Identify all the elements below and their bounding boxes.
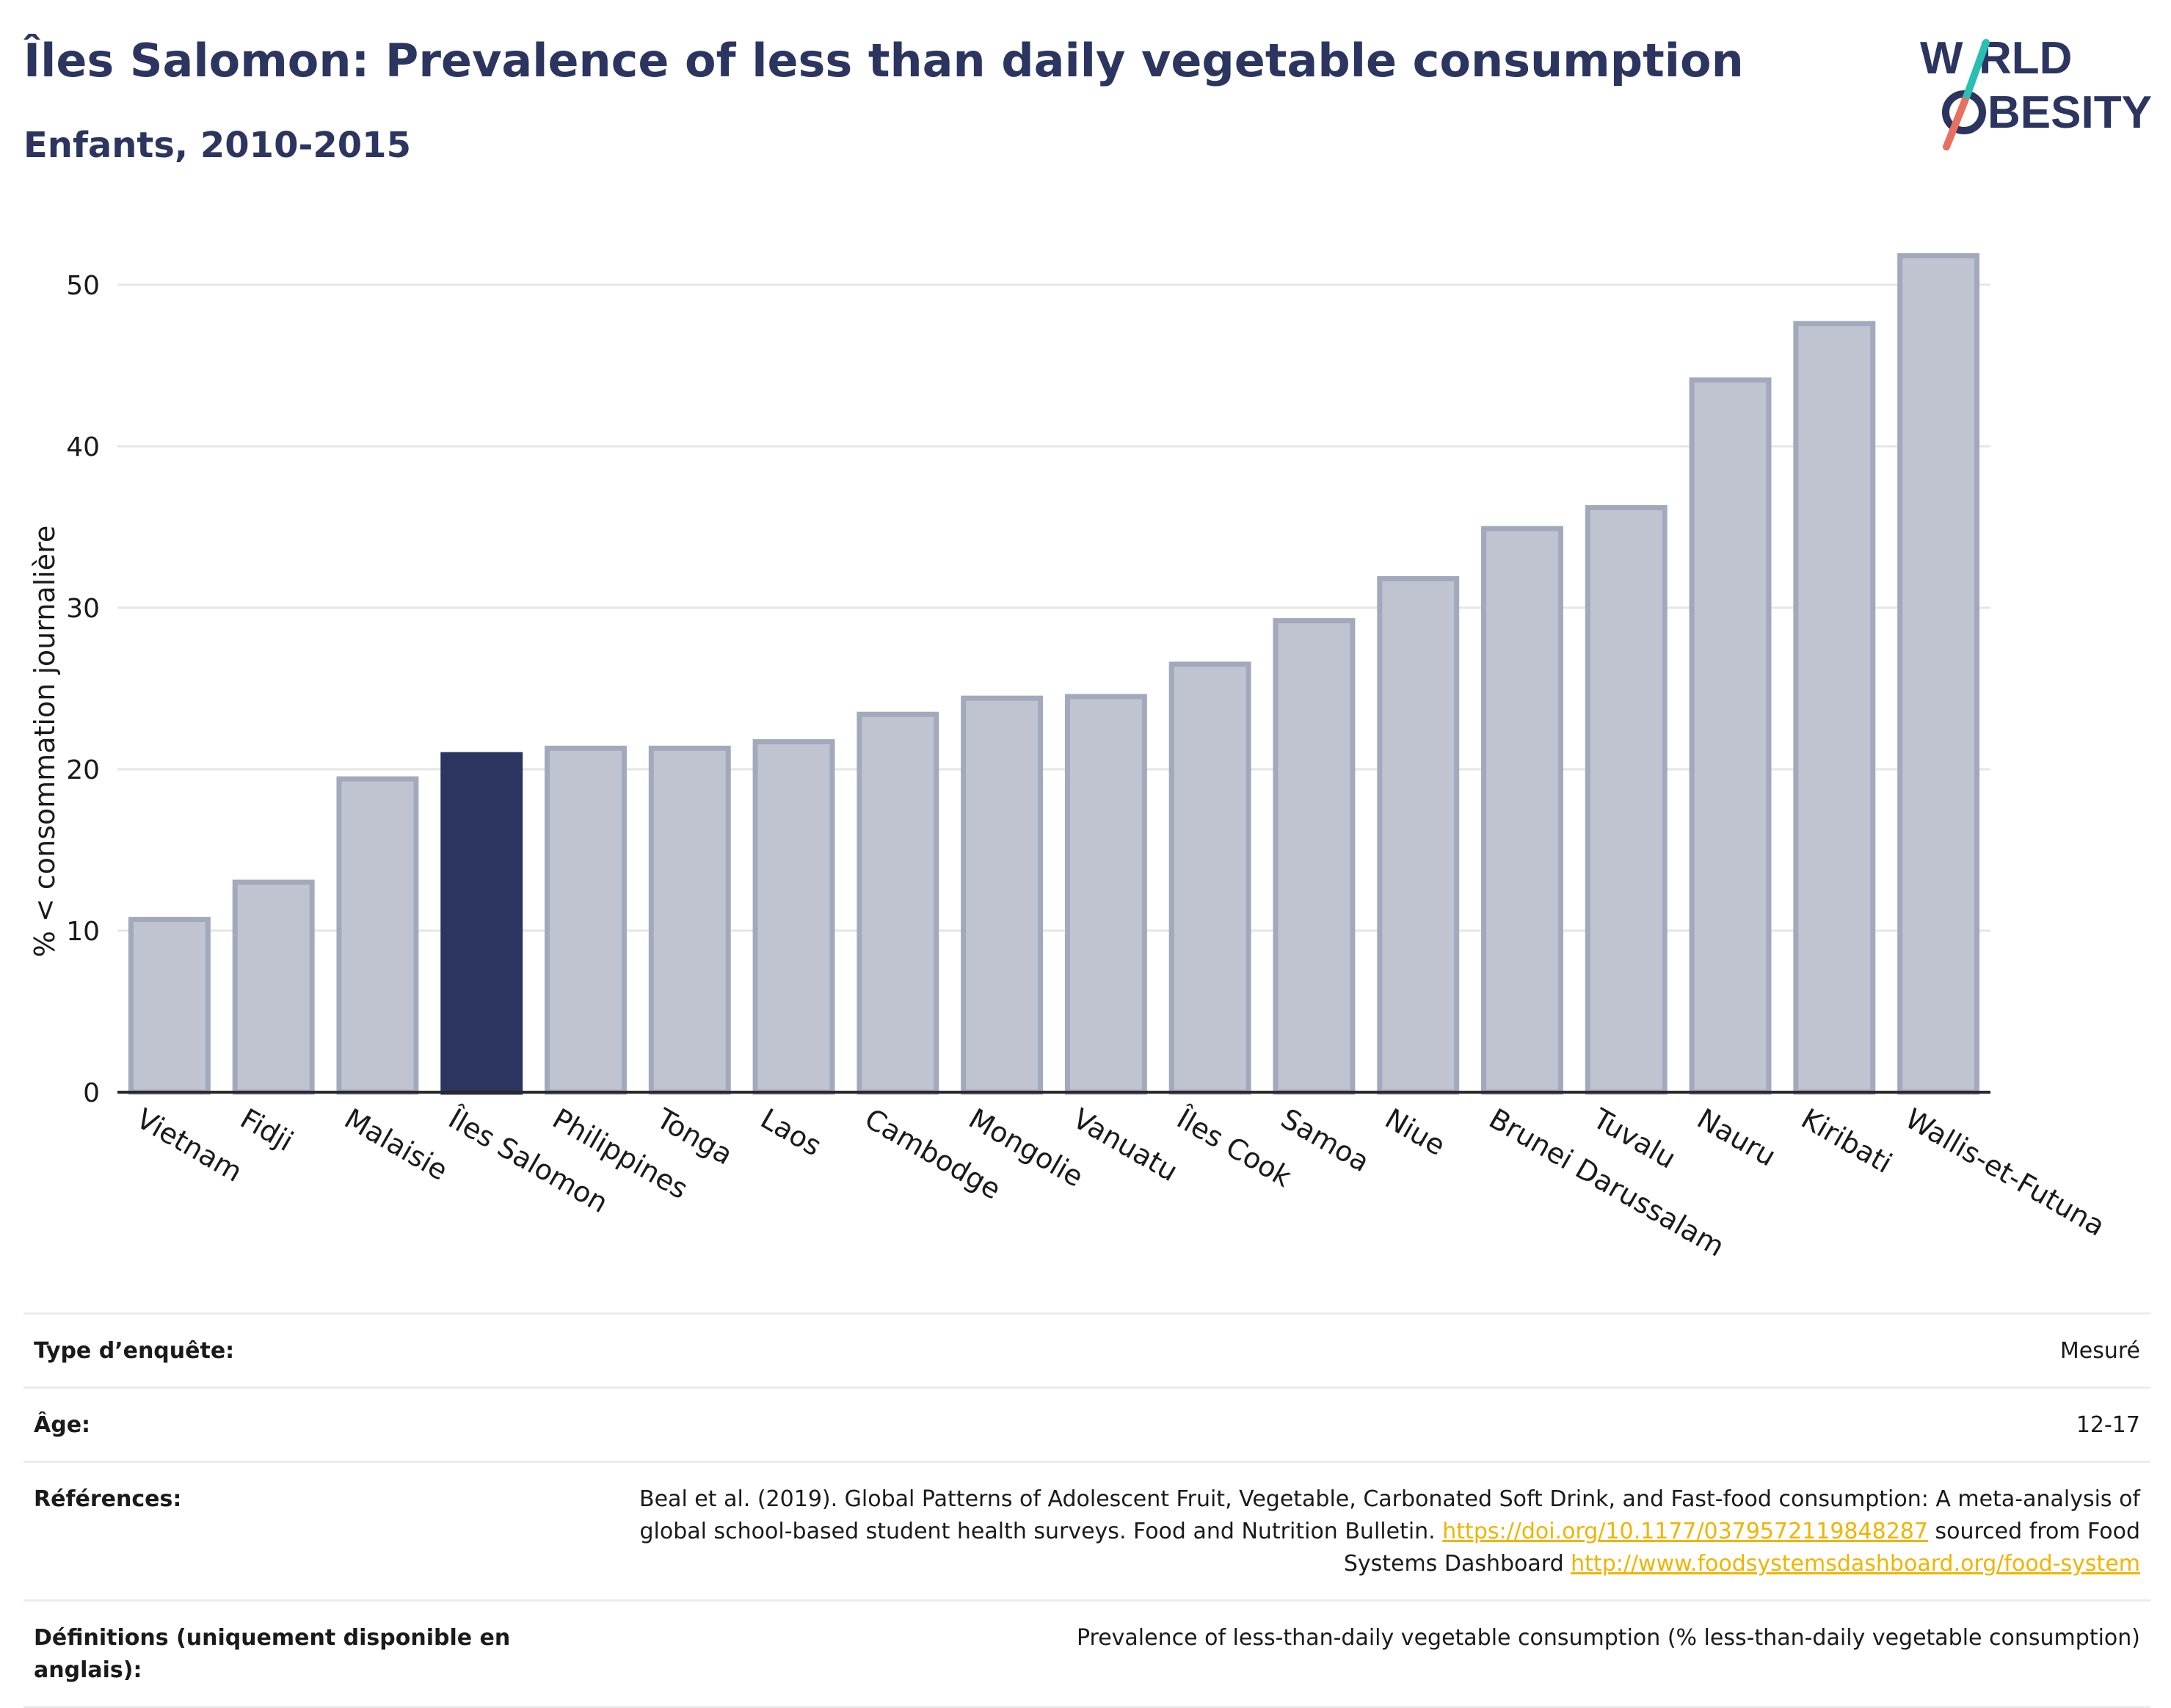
y-axis-label: % < consommation journalière <box>29 526 61 957</box>
y-tick-label: 30 <box>66 594 100 624</box>
bar[interactable] <box>648 745 731 1095</box>
y-tick-label: 20 <box>66 755 100 785</box>
logo-slash-teal <box>1963 39 1990 99</box>
doi-link[interactable]: https://doi.org/10.1177/0379572119848287 <box>1442 1519 1928 1544</box>
x-tick-label: Nauru <box>1692 1102 1781 1173</box>
bar-highlighted[interactable] <box>440 752 523 1095</box>
bar[interactable] <box>857 711 939 1095</box>
bar[interactable] <box>1689 377 1772 1095</box>
x-tick-label: Kiribati <box>1796 1102 1898 1180</box>
bar[interactable] <box>1168 661 1251 1095</box>
bar[interactable] <box>336 776 419 1095</box>
info-row-references: Références: Beal et al. (2019). Global P… <box>23 1461 2150 1599</box>
info-value: Mesuré <box>2059 1338 2140 1364</box>
x-tick-label: Îles Cook <box>1171 1102 1297 1193</box>
chart-title: Îles Salomon: Prevalence of less than da… <box>23 34 1744 87</box>
info-row-age: Âge: 12-17 <box>23 1387 2150 1461</box>
bar[interactable] <box>1064 694 1147 1095</box>
y-tick-label: 40 <box>66 432 100 462</box>
info-label: Définitions (uniquement disponible en an… <box>34 1625 511 1683</box>
x-tick-label: Wallis-et-Futuna <box>1900 1102 2111 1243</box>
grid-lines <box>117 283 1990 932</box>
info-value: Beal et al. (2019). Global Patterns of A… <box>577 1483 2140 1580</box>
bar[interactable] <box>1273 618 1356 1095</box>
reference-text: Beal et al. (2019). Global Patterns of A… <box>639 1486 2140 1544</box>
info-label: Type d’enquête: <box>34 1338 235 1364</box>
logo-text-besity: BESITY <box>1988 87 2152 138</box>
world-obesity-logo: W RLD BESITY <box>1920 33 2152 150</box>
logo-text-rld: RLD <box>1979 33 2072 84</box>
dashboard-link[interactable]: http://www.foodsystemsdashboard.org/food… <box>1571 1551 2140 1577</box>
bar[interactable] <box>1377 575 1460 1095</box>
bar[interactable] <box>545 745 627 1095</box>
bar[interactable] <box>1481 526 1563 1095</box>
info-table: Type d’enquête: Mesuré Âge: 12-17 Référe… <box>23 1312 2150 1708</box>
info-value: Prevalence of less-than-daily vegetable … <box>1076 1625 2140 1651</box>
bar[interactable] <box>1793 321 1876 1095</box>
info-row-survey-type: Type d’enquête: Mesuré <box>23 1312 2150 1387</box>
bar[interactable] <box>1585 505 1668 1095</box>
y-tick-label: 0 <box>83 1078 100 1108</box>
x-tick-label: Malaisie <box>339 1102 454 1187</box>
reference-source-text: sourced from Food Systems Dashboard <box>1343 1519 2140 1577</box>
bar[interactable] <box>961 695 1044 1095</box>
x-tick-label: Laos <box>755 1102 827 1163</box>
info-label: Âge: <box>34 1412 91 1438</box>
bar[interactable] <box>1897 252 1980 1095</box>
logo-text-w: W <box>1920 33 1963 84</box>
x-tick-label: Vietnam <box>131 1102 247 1188</box>
info-value: 12-17 <box>2076 1412 2140 1438</box>
bars <box>128 252 1980 1095</box>
bar[interactable] <box>128 917 211 1095</box>
y-tick-label: 10 <box>66 917 100 947</box>
logo-slash-coral <box>1943 92 1971 150</box>
bar[interactable] <box>752 739 835 1095</box>
x-tick-label: Vanuatu <box>1067 1102 1183 1188</box>
info-row-definitions: Définitions (uniquement disponible en an… <box>23 1599 2150 1708</box>
chart-subtitle: Enfants, 2010-2015 <box>23 125 411 166</box>
x-tick-label: Fidji <box>235 1102 299 1158</box>
x-tick-label: Niue <box>1380 1102 1451 1162</box>
y-tick-label: 50 <box>66 271 100 301</box>
info-label: Références: <box>34 1486 182 1512</box>
bar[interactable] <box>232 879 315 1095</box>
